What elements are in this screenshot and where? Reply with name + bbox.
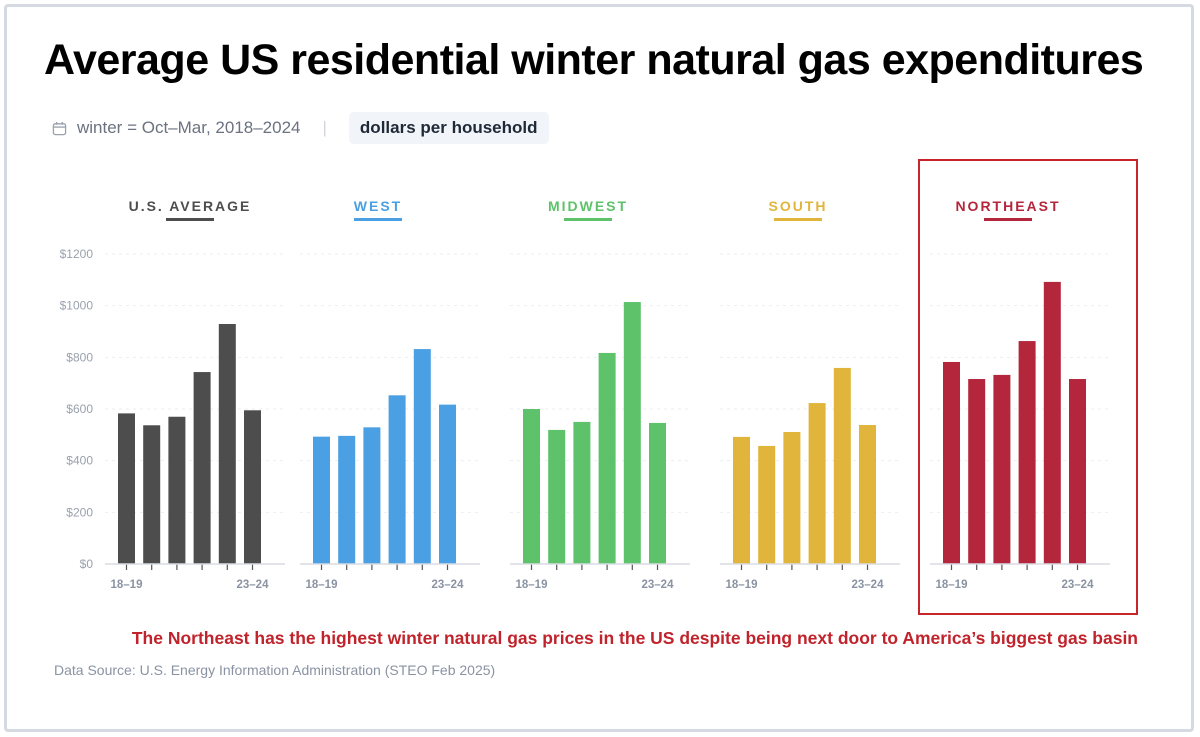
panel-title: MIDWEST [548, 198, 628, 214]
panel-title: NORTHEAST [955, 198, 1060, 214]
bar [649, 422, 666, 564]
x-tick-label: 18–19 [516, 579, 548, 591]
panel-title-underline [774, 218, 822, 221]
bar [388, 395, 406, 564]
y-tick-label: $600 [66, 402, 93, 416]
x-tick-label: 18–19 [936, 579, 968, 591]
bar [218, 324, 236, 564]
y-tick-label: $200 [66, 505, 93, 519]
bar [548, 429, 566, 564]
panel-title: U.S. AVERAGE [129, 198, 252, 214]
bar [573, 421, 591, 564]
panel-title-underline [984, 218, 1032, 221]
x-tick-label: 23–24 [432, 579, 465, 591]
panel-title-underline [166, 218, 214, 221]
bar [968, 379, 986, 564]
unit-badge: dollars per household [348, 112, 549, 144]
panel-title: SOUTH [769, 198, 828, 214]
panel-title: WEST [354, 198, 402, 214]
period-text: winter = Oct–Mar, 2018–2024 [77, 118, 301, 137]
annotation: The Northeast has the highest winter nat… [131, 628, 1138, 648]
bar [758, 445, 776, 564]
x-tick-label: 18–19 [306, 579, 338, 591]
bar [1018, 341, 1036, 564]
bar [733, 436, 750, 564]
northeast-highlight-box [918, 159, 1138, 615]
bar [623, 302, 641, 564]
bar [1043, 281, 1061, 564]
bar [598, 352, 616, 564]
calendar-icon [52, 121, 67, 135]
y-tick-label: $400 [66, 454, 93, 468]
panel-title-underline [564, 218, 612, 221]
bar [338, 435, 356, 564]
bar [833, 367, 851, 564]
bar [118, 413, 135, 564]
chart-title: Average US residential winter natural ga… [44, 36, 1144, 84]
y-tick-label: $0 [80, 557, 94, 571]
bar [143, 425, 161, 564]
bar [439, 404, 456, 564]
bar [244, 410, 261, 564]
y-tick-label: $800 [66, 350, 93, 364]
subtitle-row: winter = Oct–Mar, 2018–2024 | dollars pe… [52, 112, 549, 144]
bar [859, 425, 876, 564]
bar [993, 374, 1011, 564]
bar [523, 409, 540, 564]
x-tick-label: 23–24 [237, 579, 270, 591]
x-tick-label: 18–19 [111, 579, 143, 591]
x-tick-label: 23–24 [852, 579, 885, 591]
data-source: Data Source: U.S. Energy Information Adm… [54, 662, 496, 678]
separator: | [322, 118, 327, 137]
bar [363, 427, 381, 564]
bar [193, 372, 211, 564]
bar [943, 361, 960, 564]
bar [808, 403, 826, 564]
x-tick-label: 18–19 [726, 579, 758, 591]
bar [313, 436, 330, 564]
y-tick-label: $1200 [60, 247, 94, 261]
bar [413, 349, 431, 564]
y-tick-label: $1000 [60, 299, 94, 313]
panel-title-underline [354, 218, 402, 221]
bar [1069, 379, 1086, 564]
x-tick-label: 23–24 [642, 579, 675, 591]
bar [783, 431, 801, 564]
bar [168, 416, 186, 564]
x-tick-label: 23–24 [1062, 579, 1095, 591]
